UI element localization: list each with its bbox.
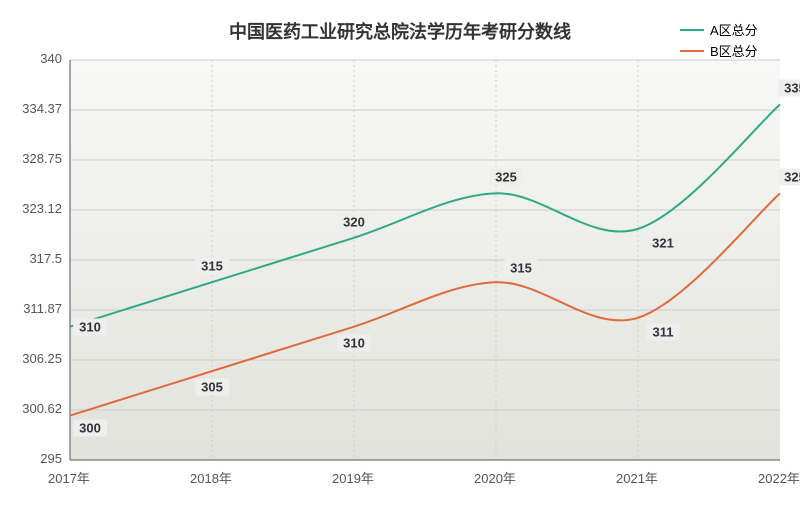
value-label: 315: [195, 258, 229, 275]
y-tick-label: 328.75: [22, 151, 62, 166]
y-tick-label: 300.62: [22, 401, 62, 416]
value-label: 325: [489, 169, 523, 186]
value-label: 310: [73, 318, 107, 335]
x-tick-label: 2019年: [332, 468, 374, 487]
legend-label: B区总分: [710, 41, 758, 60]
y-tick-label: 311.87: [23, 301, 62, 316]
y-tick-label: 334.37: [22, 101, 62, 116]
legend-swatch-icon: [680, 29, 704, 31]
y-tick-label: 295: [40, 451, 62, 466]
value-label: 300: [73, 419, 107, 436]
legend-swatch-icon: [680, 50, 704, 52]
legend: A区总分 B区总分: [680, 20, 758, 62]
legend-item: B区总分: [680, 41, 758, 60]
value-label: 321: [646, 234, 680, 251]
legend-item: A区总分: [680, 20, 758, 39]
x-tick-label: 2022年: [758, 468, 800, 487]
x-tick-label: 2017年: [48, 468, 90, 487]
legend-label: A区总分: [710, 20, 758, 39]
x-tick-label: 2020年: [474, 468, 516, 487]
y-tick-label: 317.5: [29, 251, 62, 266]
y-tick-label: 340: [40, 51, 62, 66]
y-tick-label: 306.25: [22, 351, 62, 366]
value-label: 315: [504, 260, 538, 277]
line-chart: 295 300.62 306.25 311.87 317.5 323.12 328.75 33…: [0, 0, 800, 500]
value-label: 310: [337, 334, 371, 351]
value-label: 305: [195, 379, 229, 396]
value-label: 335: [778, 80, 800, 97]
value-label: 325: [778, 169, 800, 186]
x-tick-label: 2021年: [616, 468, 658, 487]
x-tick-label: 2018年: [190, 468, 232, 487]
y-tick-label: 323.12: [22, 201, 62, 216]
value-label: 320: [337, 213, 371, 230]
value-label: 311: [647, 323, 680, 340]
